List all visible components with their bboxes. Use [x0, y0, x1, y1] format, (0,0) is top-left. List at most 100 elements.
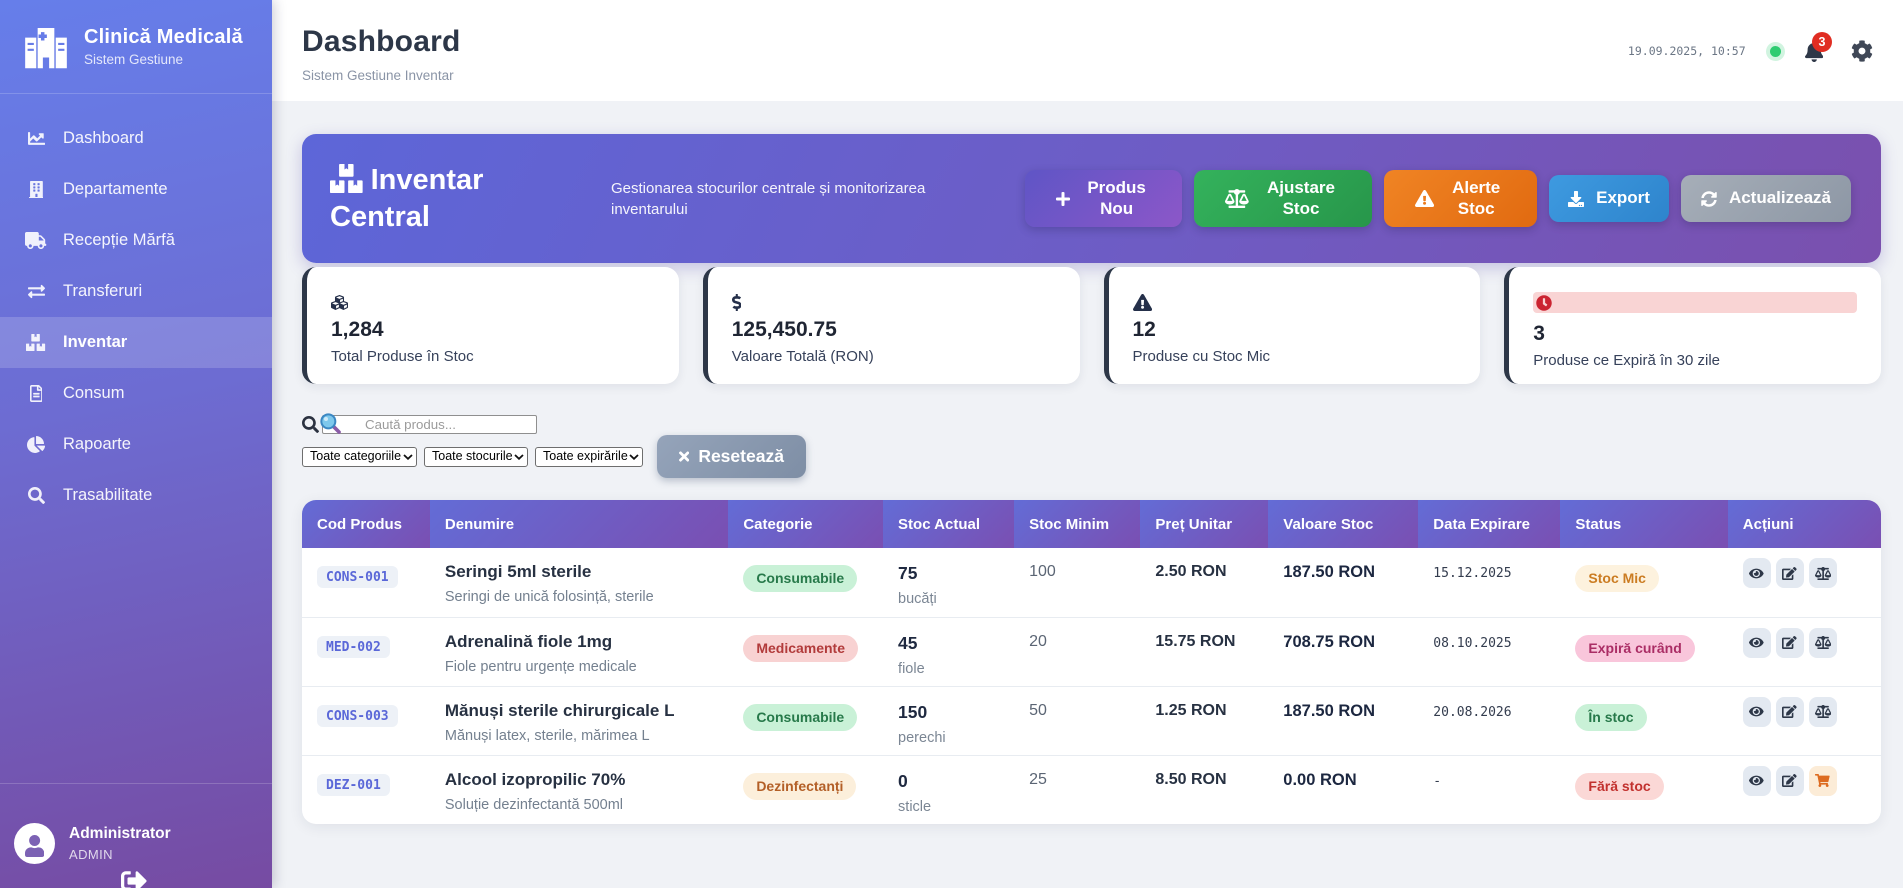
balance-icon [1814, 705, 1831, 718]
table-row: CONS-003 Mănuși sterile chirurgicale L M… [302, 685, 1881, 755]
product-name: Alcool izopropilic 70% [444, 769, 626, 789]
balance-action-button[interactable] [1808, 627, 1837, 658]
stock-actual: 75 [898, 563, 918, 583]
hero-banner: Inventar Central Gestionarea stocurilor … [302, 134, 1881, 263]
notification-badge: 3 [1812, 31, 1832, 52]
stock-unit: perechi [898, 729, 946, 746]
chart-line-icon [25, 130, 47, 147]
balance-action-button[interactable] [1808, 696, 1837, 727]
topbar: Dashboard Sistem Gestiune Inventar 19.09… [272, 0, 1903, 101]
table-header-row: Cod Produs Denumire Categorie Stoc Actua… [302, 500, 1881, 548]
balance-icon [1814, 636, 1831, 649]
download-icon [1568, 190, 1585, 207]
stat-value: 12 [1132, 318, 1156, 341]
product-code: MED-002 [317, 635, 390, 658]
table-row: DEZ-001 Alcool izopropilic 70% Soluție d… [302, 754, 1881, 824]
edit-action-button[interactable] [1775, 558, 1804, 588]
table-row: CONS-001 Seringi 5ml sterile Seringi de … [302, 548, 1881, 617]
column-header: Stoc Actual [883, 500, 1015, 548]
stock-value: 187.50 RON [1283, 563, 1376, 581]
stat-card: 1,284 Total Produse în Stoc [302, 267, 679, 384]
hero-actions: Produs Nou Ajustare Stoc Alerte Stoc [1025, 170, 1851, 227]
status-badge: Stoc Mic [1575, 565, 1659, 592]
category-badge: Consumabile [743, 703, 858, 731]
expiry-date: 20.08.2026 [1433, 704, 1512, 720]
eye-icon [1749, 636, 1765, 649]
eye-action-button[interactable] [1742, 696, 1771, 727]
user-role: ADMIN [69, 847, 113, 862]
column-header: Valoare Stoc [1268, 500, 1419, 548]
eye-action-button[interactable] [1742, 558, 1771, 588]
category-badge: Dezinfectanți [743, 772, 857, 800]
product-description: Soluție dezinfectantă 500ml [444, 796, 624, 813]
stock-value: 708.75 RON [1283, 632, 1376, 651]
building-icon [25, 181, 47, 198]
unit-price: 15.75 RON [1155, 632, 1236, 650]
filter-select[interactable]: Toate categoriile [302, 446, 417, 467]
hospital-icon [21, 23, 71, 69]
logout-button[interactable] [121, 868, 147, 888]
eye-action-button[interactable] [1742, 627, 1771, 658]
content: Inventar Central Gestionarea stocurilor … [272, 101, 1903, 824]
unit-price: 1.25 RON [1155, 701, 1227, 719]
notifications-button[interactable]: 3 [1804, 31, 1832, 62]
stock-min: 50 [1029, 701, 1047, 719]
boxes-icon [330, 162, 371, 199]
column-header: Categorie [728, 500, 884, 548]
hero-button[interactable]: Ajustare Stoc [1194, 170, 1373, 227]
sidebar-item[interactable]: Rapoarte [0, 419, 272, 470]
inventory-table-card: Cod Produs Denumire Categorie Stoc Actua… [302, 500, 1881, 824]
category-badge: Consumabile [743, 565, 858, 592]
hero-button-label: Alerte Stoc [1452, 177, 1501, 218]
sidebar-item[interactable]: Departamente [0, 164, 272, 215]
page-subtitle: Sistem Gestiune Inventar [302, 68, 454, 83]
sidebar-item-label: Recepție Mărfă [63, 231, 175, 249]
sync-icon [1701, 190, 1717, 207]
hero-button[interactable]: Produs Nou [1025, 170, 1183, 227]
search-input[interactable] [322, 415, 537, 434]
product-description: Seringi de unică folosință, sterile [444, 589, 654, 605]
stock-min: 25 [1029, 770, 1047, 788]
hero-title: Inventar Central [330, 162, 484, 233]
filter-select[interactable]: Toate expirările [535, 446, 643, 467]
filter-select[interactable]: Toate stocurile [424, 446, 528, 467]
sidebar-item[interactable]: Recepție Mărfă [0, 215, 272, 266]
sign-out-icon [121, 868, 147, 888]
edit-action-button[interactable] [1775, 696, 1804, 727]
balance-action-button[interactable] [1808, 558, 1837, 588]
stat-label: Total Produse în Stoc [331, 348, 474, 365]
stock-actual: 0 [898, 770, 908, 791]
sidebar-item[interactable]: Consum [0, 368, 272, 419]
edit-icon [1782, 774, 1798, 787]
plus-icon [1055, 191, 1070, 207]
sidebar-nav: Dashboard Departamente Recepție Mărfă Tr… [0, 94, 272, 521]
settings-button[interactable] [1851, 40, 1873, 62]
cart-action-button[interactable] [1808, 765, 1837, 796]
inventory-table: Cod Produs Denumire Categorie Stoc Actua… [302, 500, 1881, 824]
search-icon [25, 487, 47, 504]
sidebar-item[interactable]: Trasabilitate [0, 470, 272, 521]
sidebar-item-label: Inventar [63, 333, 128, 351]
reset-filters-button[interactable]: Resetează [657, 435, 806, 478]
unit-price: 8.50 RON [1155, 770, 1227, 788]
user-name: Administrator [69, 825, 171, 842]
sidebar-item[interactable]: Transferuri [0, 266, 272, 317]
expiry-date: - [1433, 773, 1442, 789]
eye-action-button[interactable] [1742, 765, 1771, 796]
edit-action-button[interactable] [1775, 765, 1804, 796]
hero-button[interactable]: Actualizează [1680, 175, 1851, 222]
balance-icon [1225, 189, 1249, 208]
product-name: Adrenalină fiole 1mg [444, 631, 613, 651]
edit-action-button[interactable] [1775, 627, 1804, 658]
hero-button[interactable]: Alerte Stoc [1384, 170, 1538, 227]
expiry-date: 08.10.2025 [1433, 635, 1512, 651]
sidebar-item[interactable]: Inventar [0, 317, 272, 368]
truck-icon [25, 232, 47, 249]
sidebar-item-label: Transferuri [63, 282, 143, 300]
stat-value: 125,450.75 [731, 318, 837, 341]
datetime: 19.09.2025, 10:57 [1627, 44, 1746, 58]
column-header: Acțiuni [1727, 500, 1881, 548]
sidebar-item[interactable]: Dashboard [0, 113, 272, 164]
brand: Clinică Medicală Sistem Gestiune [0, 0, 272, 94]
hero-button[interactable]: Export [1549, 175, 1669, 222]
